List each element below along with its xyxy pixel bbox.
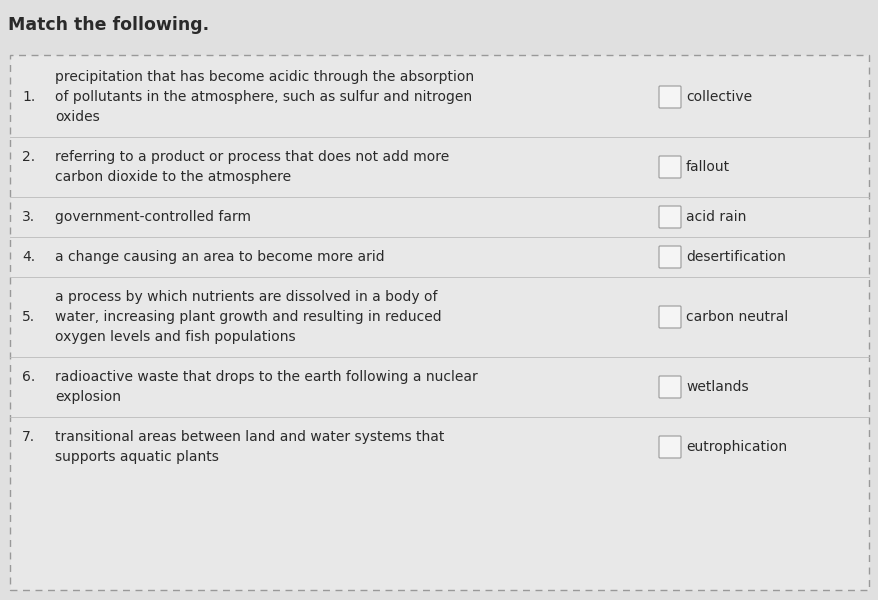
Text: transitional areas between land and water systems that: transitional areas between land and wate… [55, 430, 444, 444]
Text: 2.: 2. [22, 150, 35, 164]
Text: carbon dioxide to the atmosphere: carbon dioxide to the atmosphere [55, 170, 291, 184]
FancyBboxPatch shape [658, 376, 680, 398]
FancyBboxPatch shape [658, 436, 680, 458]
Text: precipitation that has become acidic through the absorption: precipitation that has become acidic thr… [55, 70, 473, 84]
Text: collective: collective [685, 90, 752, 104]
Text: carbon neutral: carbon neutral [685, 310, 788, 324]
FancyBboxPatch shape [658, 156, 680, 178]
Text: supports aquatic plants: supports aquatic plants [55, 450, 219, 464]
Text: 7.: 7. [22, 430, 35, 444]
Text: oxides: oxides [55, 110, 99, 124]
Text: 4.: 4. [22, 250, 35, 264]
Text: oxygen levels and fish populations: oxygen levels and fish populations [55, 330, 295, 344]
Text: of pollutants in the atmosphere, such as sulfur and nitrogen: of pollutants in the atmosphere, such as… [55, 90, 471, 104]
Text: referring to a product or process that does not add more: referring to a product or process that d… [55, 150, 449, 164]
Text: radioactive waste that drops to the earth following a nuclear: radioactive waste that drops to the eart… [55, 370, 478, 384]
Text: 5.: 5. [22, 310, 35, 324]
Text: wetlands: wetlands [685, 380, 748, 394]
FancyBboxPatch shape [10, 55, 868, 590]
Text: acid rain: acid rain [685, 210, 745, 224]
FancyBboxPatch shape [658, 206, 680, 228]
Text: 6.: 6. [22, 370, 35, 384]
FancyBboxPatch shape [658, 86, 680, 108]
Text: desertification: desertification [685, 250, 785, 264]
Text: government-controlled farm: government-controlled farm [55, 210, 251, 224]
FancyBboxPatch shape [658, 246, 680, 268]
Text: Match the following.: Match the following. [8, 16, 209, 34]
Text: a change causing an area to become more arid: a change causing an area to become more … [55, 250, 385, 264]
FancyBboxPatch shape [658, 306, 680, 328]
Text: 3.: 3. [22, 210, 35, 224]
Text: a process by which nutrients are dissolved in a body of: a process by which nutrients are dissolv… [55, 290, 437, 304]
Text: fallout: fallout [685, 160, 730, 174]
Text: 1.: 1. [22, 90, 35, 104]
Text: water, increasing plant growth and resulting in reduced: water, increasing plant growth and resul… [55, 310, 441, 324]
Text: explosion: explosion [55, 390, 121, 404]
Text: eutrophication: eutrophication [685, 440, 786, 454]
